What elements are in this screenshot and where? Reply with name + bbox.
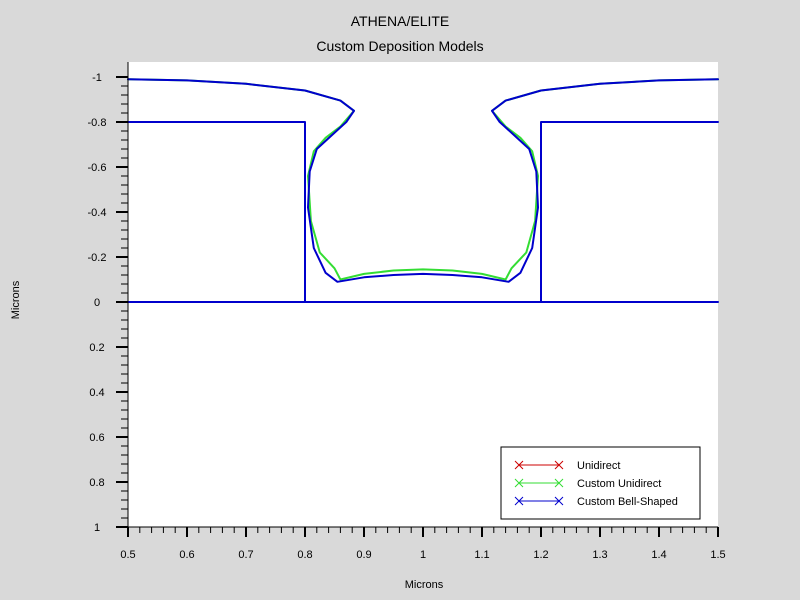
chart-subtitle: Custom Deposition Models <box>316 38 483 54</box>
y-axis-label: Microns <box>10 280 22 319</box>
x-tick-label: 1 <box>420 549 426 561</box>
y-tick-label: 0.8 <box>89 477 104 489</box>
y-tick-label: 0.4 <box>89 387 104 399</box>
x-axis-label: Microns <box>405 579 444 591</box>
y-tick-label: 0.6 <box>89 432 104 444</box>
x-tick-label: 1.1 <box>474 549 489 561</box>
series-line-custom-bell-shaped <box>540 121 719 303</box>
y-tick-label: -0.6 <box>88 162 107 174</box>
x-tick-label: 1.2 <box>533 549 548 561</box>
y-tick-label: 0 <box>94 297 100 309</box>
axis-tick-labels: -1 -0.8 -0.6 -0.4 -0.2 0 0.2 0.4 0.6 0.8 1 0.5 0.6 0.… <box>88 72 726 561</box>
chart-title: ATHENA/ELITE <box>351 13 450 29</box>
data-lines <box>127 78 719 303</box>
x-tick-label: 0.5 <box>120 549 135 561</box>
x-tick-label: 1.5 <box>710 549 725 561</box>
legend-marker-custom-bell-shaped <box>514 496 524 506</box>
x-tick-label: 0.9 <box>356 549 371 561</box>
y-tick-label: -0.2 <box>88 252 107 264</box>
legend-label-custom-unidirect: Custom Unidirect <box>577 478 661 490</box>
legend-label-custom-bell-shaped: Custom Bell-Shaped <box>577 496 678 508</box>
x-tick-label: 0.7 <box>238 549 253 561</box>
y-tick-label: -1 <box>92 72 102 84</box>
legend-items: Unidirect Custom Unidirect Custom Bell-Sha… <box>514 460 678 508</box>
legend-label-unidirect: Unidirect <box>577 460 620 472</box>
legend-marker-custom-bell-shaped <box>554 496 564 506</box>
x-tick-label: 1.4 <box>651 549 666 561</box>
legend-marker-unidirect <box>554 460 564 470</box>
legend-marker-custom-unidirect <box>554 478 564 488</box>
x-tick-label: 1.3 <box>592 549 607 561</box>
x-tick-label: 0.8 <box>297 549 312 561</box>
series-line-custom-bell-shaped <box>127 121 306 303</box>
y-tick-label: -0.4 <box>88 207 107 219</box>
axis-ticks <box>116 76 719 537</box>
legend: Unidirect Custom Unidirect Custom Bell-Sha… <box>500 446 701 520</box>
x-tick-label: 0.6 <box>179 549 194 561</box>
y-tick-label: 0.2 <box>89 342 104 354</box>
y-tick-label: -0.8 <box>88 117 107 129</box>
legend-marker-custom-unidirect <box>514 478 524 488</box>
series-line-custom-bell-shaped <box>127 78 719 283</box>
legend-marker-unidirect <box>514 460 524 470</box>
y-tick-label: 1 <box>94 522 100 534</box>
